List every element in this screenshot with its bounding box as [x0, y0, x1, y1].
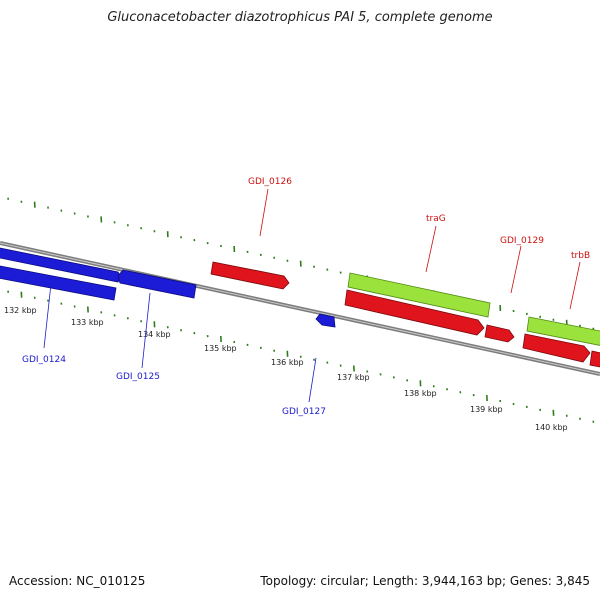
kbp-label-137: 137 kbp [337, 373, 370, 382]
genes-forward [210, 261, 600, 368]
accession-label: Accession: NC_010125 [9, 574, 146, 588]
label-trag: traG [426, 214, 446, 224]
leader-gdi0124 [43, 283, 52, 349]
gene-block-gdi0125 [117, 269, 197, 299]
gene-block-gdi0124 [0, 265, 117, 301]
label-gdi0124: GDI_0124 [22, 355, 66, 365]
kbp-label-139: 139 kbp [470, 405, 503, 414]
kbp-label-132: 132 kbp [4, 306, 37, 315]
genome-summary: Topology: circular; Length: 3,944,163 bp… [260, 574, 590, 588]
gene-block-green-2 [526, 316, 600, 346]
kbp-label-138: 138 kbp [404, 389, 437, 398]
kbp-label-133: 133 kbp [71, 318, 104, 327]
leader-trbb [569, 261, 581, 310]
label-gdi0125: GDI_0125 [116, 372, 160, 382]
genome-backbone [0, 241, 600, 376]
kbp-label-140: 140 kbp [535, 423, 568, 432]
leader-gdi0129 [510, 245, 522, 294]
label-gdi0129: GDI_0129 [500, 236, 544, 246]
gene-block-green-1 [347, 272, 491, 318]
backbone-line-inner [0, 242, 600, 375]
gene-block-trbb [522, 333, 591, 363]
genes-blue [0, 247, 336, 328]
kbp-label-135: 135 kbp [204, 344, 237, 353]
map-title: Gluconacetobacter diazotrophicus PAI 5, … [107, 10, 493, 25]
label-gdi0127: GDI_0127 [282, 407, 326, 417]
leader-gdi0125 [141, 292, 151, 369]
gene-block-edge [589, 350, 600, 368]
kbp-label-134: 134 kbp [138, 330, 171, 339]
gene-block-gdi0126 [210, 261, 290, 290]
gene-block-trag [344, 289, 485, 336]
kbp-labels: 132 kbp 133 kbp 134 kbp 135 kbp 136 kbp … [4, 306, 568, 432]
leader-gdi0127 [308, 357, 317, 403]
gene-block-gdi0129 [484, 324, 515, 343]
label-gdi0126: GDI_0126 [248, 177, 292, 187]
leader-trag [425, 225, 437, 273]
kbp-label-136: 136 kbp [271, 358, 304, 367]
leader-gdi0126 [259, 188, 269, 237]
label-trbb: trbB [571, 251, 590, 261]
inner-tick-ring [7, 290, 595, 423]
gene-block-gdi0127 [315, 313, 336, 328]
gene-labels: GDI_0124 GDI_0125 GDI_0127 GDI_0126 traG… [22, 177, 590, 417]
